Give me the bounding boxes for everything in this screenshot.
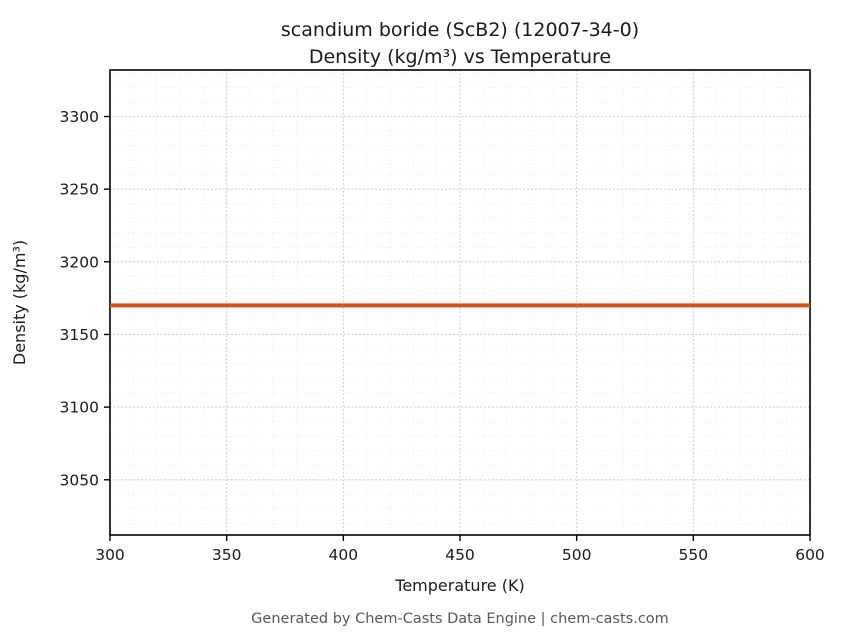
chart-title-line1: scandium boride (ScB2) (12007-34-0) — [281, 19, 639, 41]
tick-layer: 300 350 400 450 500 550 600 3050 3100 3150 3200 325… — [60, 108, 825, 564]
x-tick-label: 600 — [795, 546, 825, 564]
x-axis-label: Temperature (K) — [394, 576, 524, 595]
y-tick-label: 3300 — [60, 108, 99, 126]
x-tick-label: 350 — [212, 546, 242, 564]
y-tick-label: 3250 — [60, 181, 99, 199]
x-tick-label: 550 — [679, 546, 709, 564]
x-tick-label: 450 — [445, 546, 475, 564]
y-tick-label: 3200 — [60, 253, 99, 271]
x-tick-label: 300 — [95, 546, 125, 564]
x-tick-label: 400 — [329, 546, 359, 564]
chart-title-line2: Density (kg/m³) vs Temperature — [309, 46, 611, 68]
footer-credit: Generated by Chem-Casts Data Engine | ch… — [251, 611, 669, 627]
y-tick-label: 3100 — [60, 399, 99, 417]
y-tick-label: 3050 — [60, 471, 99, 489]
y-tick-label: 3150 — [60, 326, 99, 344]
x-tick-label: 500 — [562, 546, 592, 564]
y-axis-label: Density (kg/m³) — [10, 240, 29, 365]
